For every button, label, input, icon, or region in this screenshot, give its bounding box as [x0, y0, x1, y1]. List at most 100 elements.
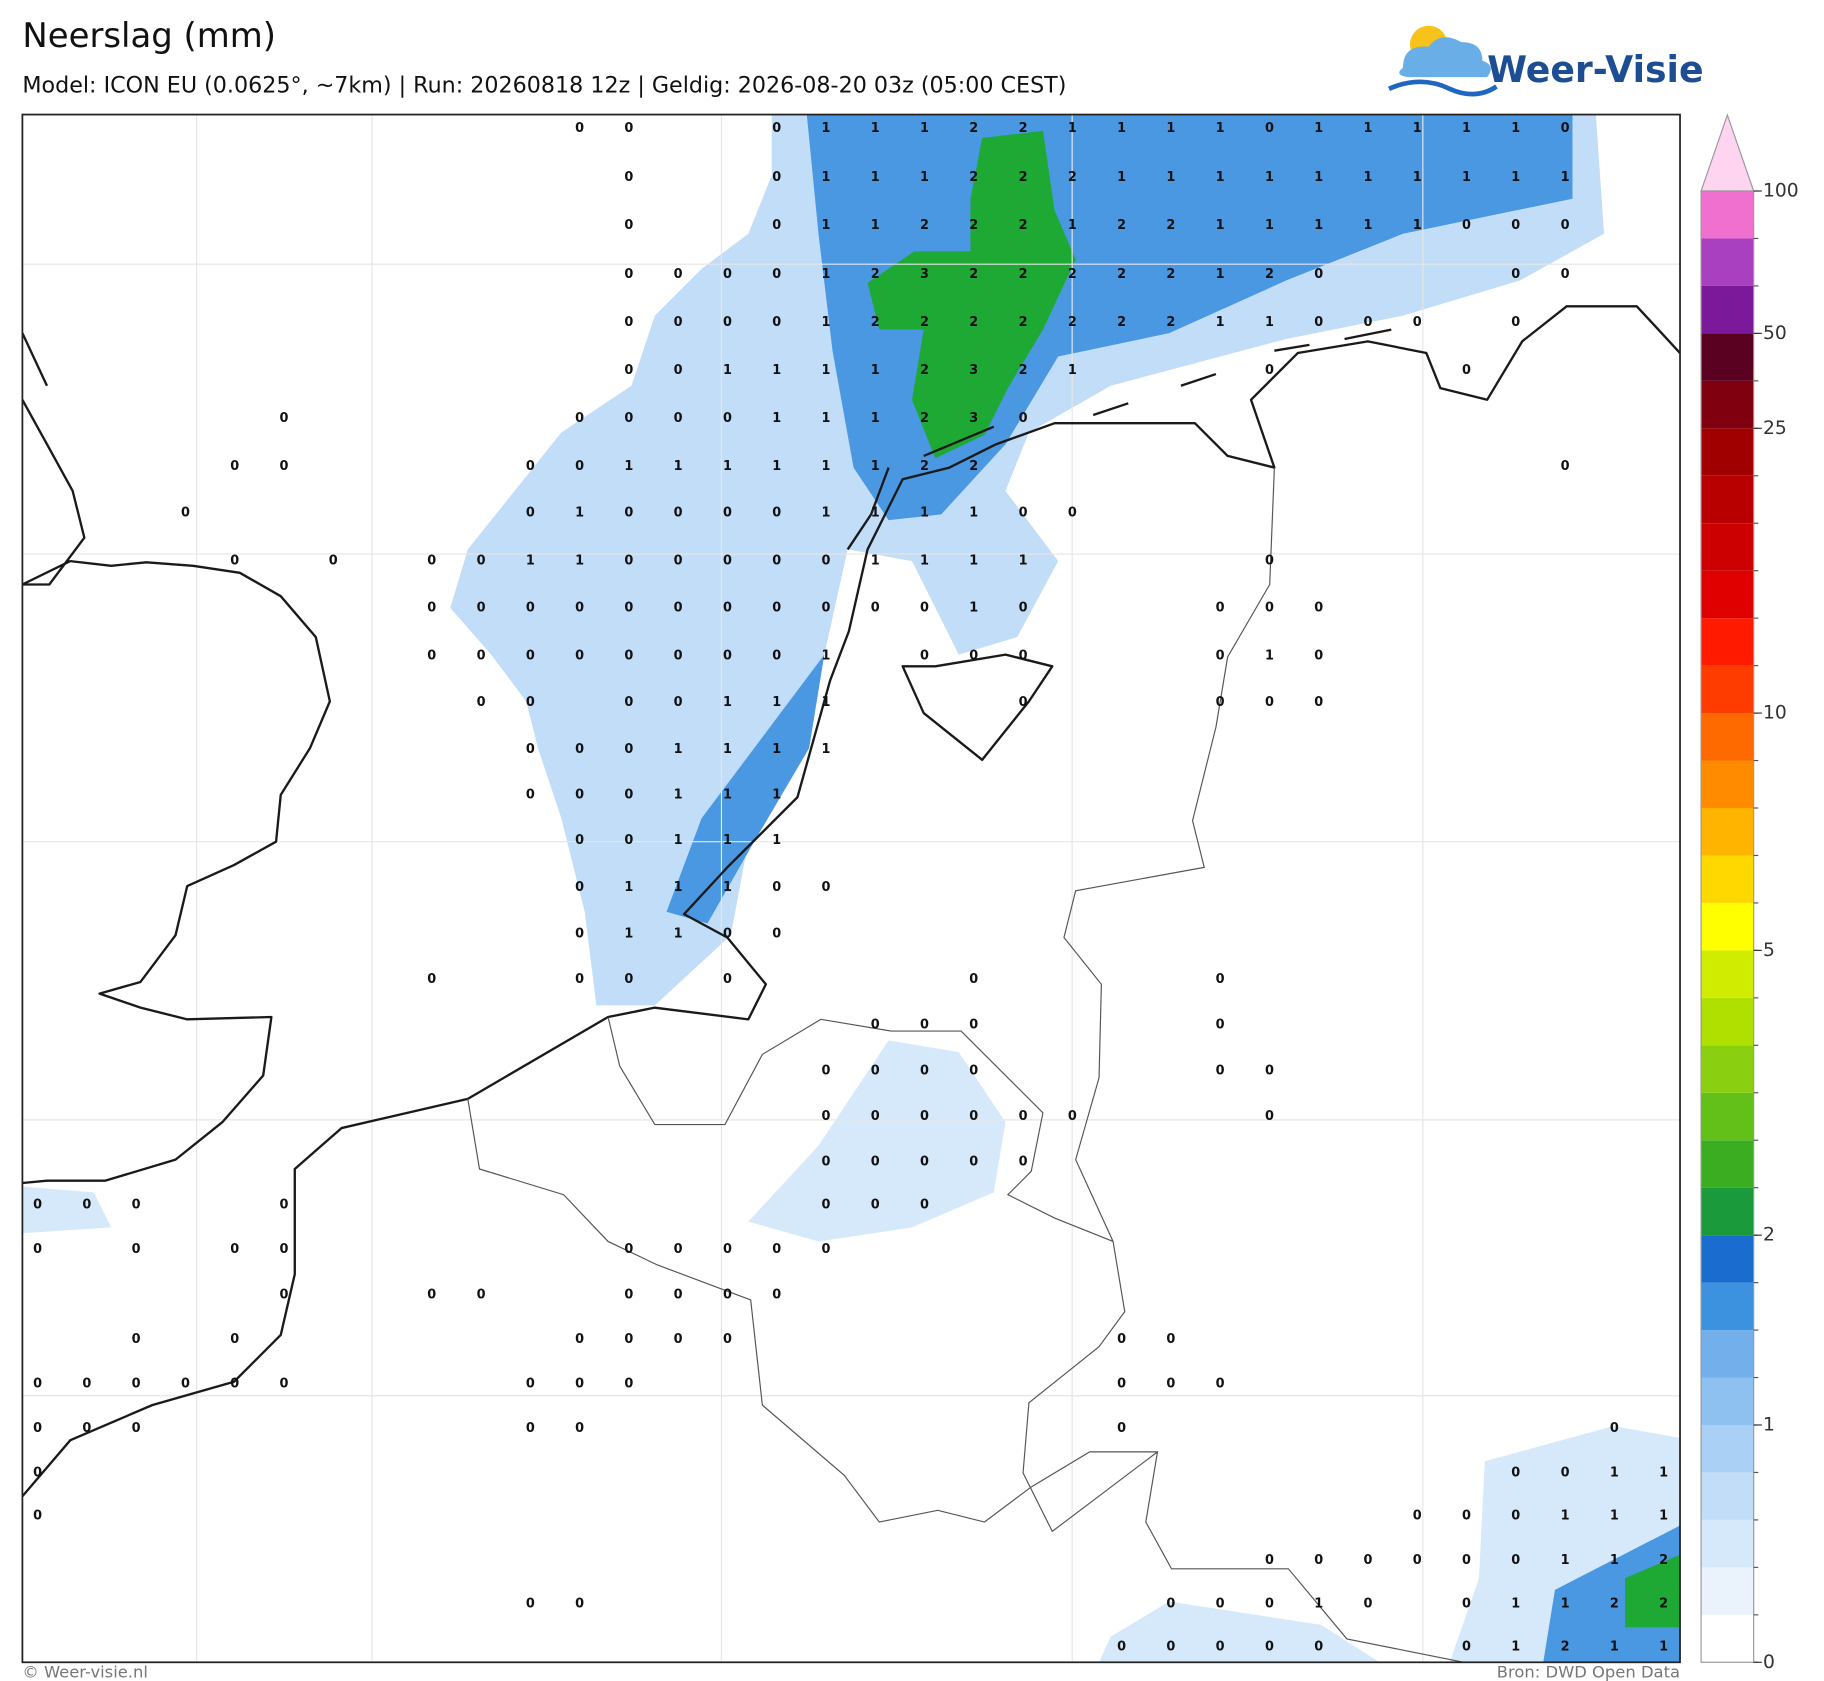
precip-value: 1 [1314, 218, 1323, 233]
precip-value: 1 [920, 554, 929, 569]
precip-value: 0 [1314, 695, 1323, 710]
precip-value: 1 [821, 742, 830, 757]
precip-value: 2 [1166, 218, 1175, 233]
precip-value: 1 [969, 506, 978, 521]
colorbar-tick-label: 50 [1763, 323, 1787, 344]
precip-value: 1 [674, 787, 683, 802]
precip-value: 3 [969, 411, 978, 426]
colorbar-tick-label: 25 [1763, 418, 1787, 439]
colorbar-band [1701, 997, 1754, 1046]
title: Neerslag (mm) [22, 16, 276, 55]
precip-value: 0 [33, 1377, 42, 1392]
precip-value: 0 [1462, 1596, 1471, 1611]
colorbar-tick-label: 2 [1763, 1225, 1775, 1246]
precip-value: 0 [723, 972, 732, 987]
precip-value: 0 [526, 1596, 535, 1611]
precip-value: 0 [821, 600, 830, 615]
precip-value: 1 [1216, 218, 1225, 233]
colorbar-band [1701, 1092, 1754, 1141]
precip-value: 0 [526, 742, 535, 757]
colorbar-band [1701, 475, 1754, 524]
map-layer [22, 114, 1681, 1663]
precip-value: 1 [1363, 121, 1372, 136]
precip-value: 0 [772, 1242, 781, 1257]
precip-value: 0 [427, 648, 436, 663]
precip-value: 0 [575, 121, 584, 136]
precip-value: 0 [230, 1242, 239, 1257]
precip-value: 1 [1166, 170, 1175, 185]
precip-value: 0 [1265, 121, 1274, 136]
precip-value: 0 [1068, 1109, 1077, 1124]
precip-value: 1 [1166, 121, 1175, 136]
precip-value: 1 [526, 554, 535, 569]
precip-value: 0 [132, 1377, 141, 1392]
precip-value: 0 [821, 1242, 830, 1257]
precip-value: 0 [1413, 315, 1422, 330]
precip-value: 0 [230, 554, 239, 569]
precip-value: 0 [33, 1198, 42, 1213]
precip-value: 1 [772, 695, 781, 710]
precip-value: 0 [526, 695, 535, 710]
precip-value: 0 [624, 554, 633, 569]
precip-value: 0 [1314, 315, 1323, 330]
precip-value: 1 [1561, 1553, 1570, 1568]
precip-value: 1 [1117, 121, 1126, 136]
colorbar-band [1701, 665, 1754, 714]
precip-value: 0 [624, 648, 633, 663]
precip-value: 0 [526, 506, 535, 521]
precip-value: 1 [1117, 170, 1126, 185]
precip-value: 0 [1561, 218, 1570, 233]
precip-value: 0 [1166, 1377, 1175, 1392]
colorbar-band [1701, 950, 1754, 998]
precip-value: 0 [1019, 1154, 1028, 1169]
precip-value: 0 [674, 1332, 683, 1347]
precip-value: 0 [477, 600, 486, 615]
precip-value: 1 [821, 648, 830, 663]
precip-value: 2 [1117, 315, 1126, 330]
precip-value: 2 [969, 315, 978, 330]
precip-value: 0 [526, 1377, 535, 1392]
precip-value: 1 [821, 695, 830, 710]
precip-value: 0 [674, 695, 683, 710]
colorbar-band [1701, 285, 1754, 334]
precip-value: 0 [1314, 648, 1323, 663]
precip-value: 0 [1610, 1421, 1619, 1436]
precip-value: 0 [723, 1332, 732, 1347]
precip-value: 1 [674, 459, 683, 474]
precip-value: 1 [871, 411, 880, 426]
precip-value: 0 [1216, 1640, 1225, 1655]
precip-value: 0 [1561, 459, 1570, 474]
precip-value: 0 [1019, 695, 1028, 710]
precip-value: 0 [920, 1154, 929, 1169]
precip-value: 0 [575, 880, 584, 895]
precip-value: 0 [624, 363, 633, 378]
colorbar-band [1701, 523, 1754, 571]
precip-value: 0 [230, 459, 239, 474]
subtitle: Model: ICON EU (0.0625°, ~7km) | Run: 20… [22, 72, 1066, 98]
precip-value: 0 [772, 554, 781, 569]
precip-value: 1 [1511, 1640, 1520, 1655]
precip-value: 1 [772, 833, 781, 848]
precip-value: 1 [1314, 170, 1323, 185]
precip-value: 0 [575, 787, 584, 802]
graticule [22, 114, 1681, 1663]
precip-value: 0 [1216, 1596, 1225, 1611]
colorbar-band [1701, 1045, 1754, 1093]
precip-value: 0 [82, 1198, 91, 1213]
precip-value: 0 [1265, 1063, 1274, 1078]
precip-value: 0 [871, 1198, 880, 1213]
precip-value: 0 [526, 648, 535, 663]
precip-value: 0 [33, 1242, 42, 1257]
colorbar-band [1701, 713, 1754, 761]
precip-value: 0 [33, 1421, 42, 1436]
precip-value: 0 [772, 506, 781, 521]
precip-value: 0 [575, 927, 584, 942]
precip-value: 1 [1659, 1465, 1668, 1480]
precip-value: 1 [1413, 218, 1422, 233]
precip-value: 0 [624, 267, 633, 282]
precip-value: 0 [624, 1332, 633, 1347]
precip-value: 1 [1561, 170, 1570, 185]
precip-value: 0 [821, 880, 830, 895]
colorbar-band [1701, 808, 1754, 856]
